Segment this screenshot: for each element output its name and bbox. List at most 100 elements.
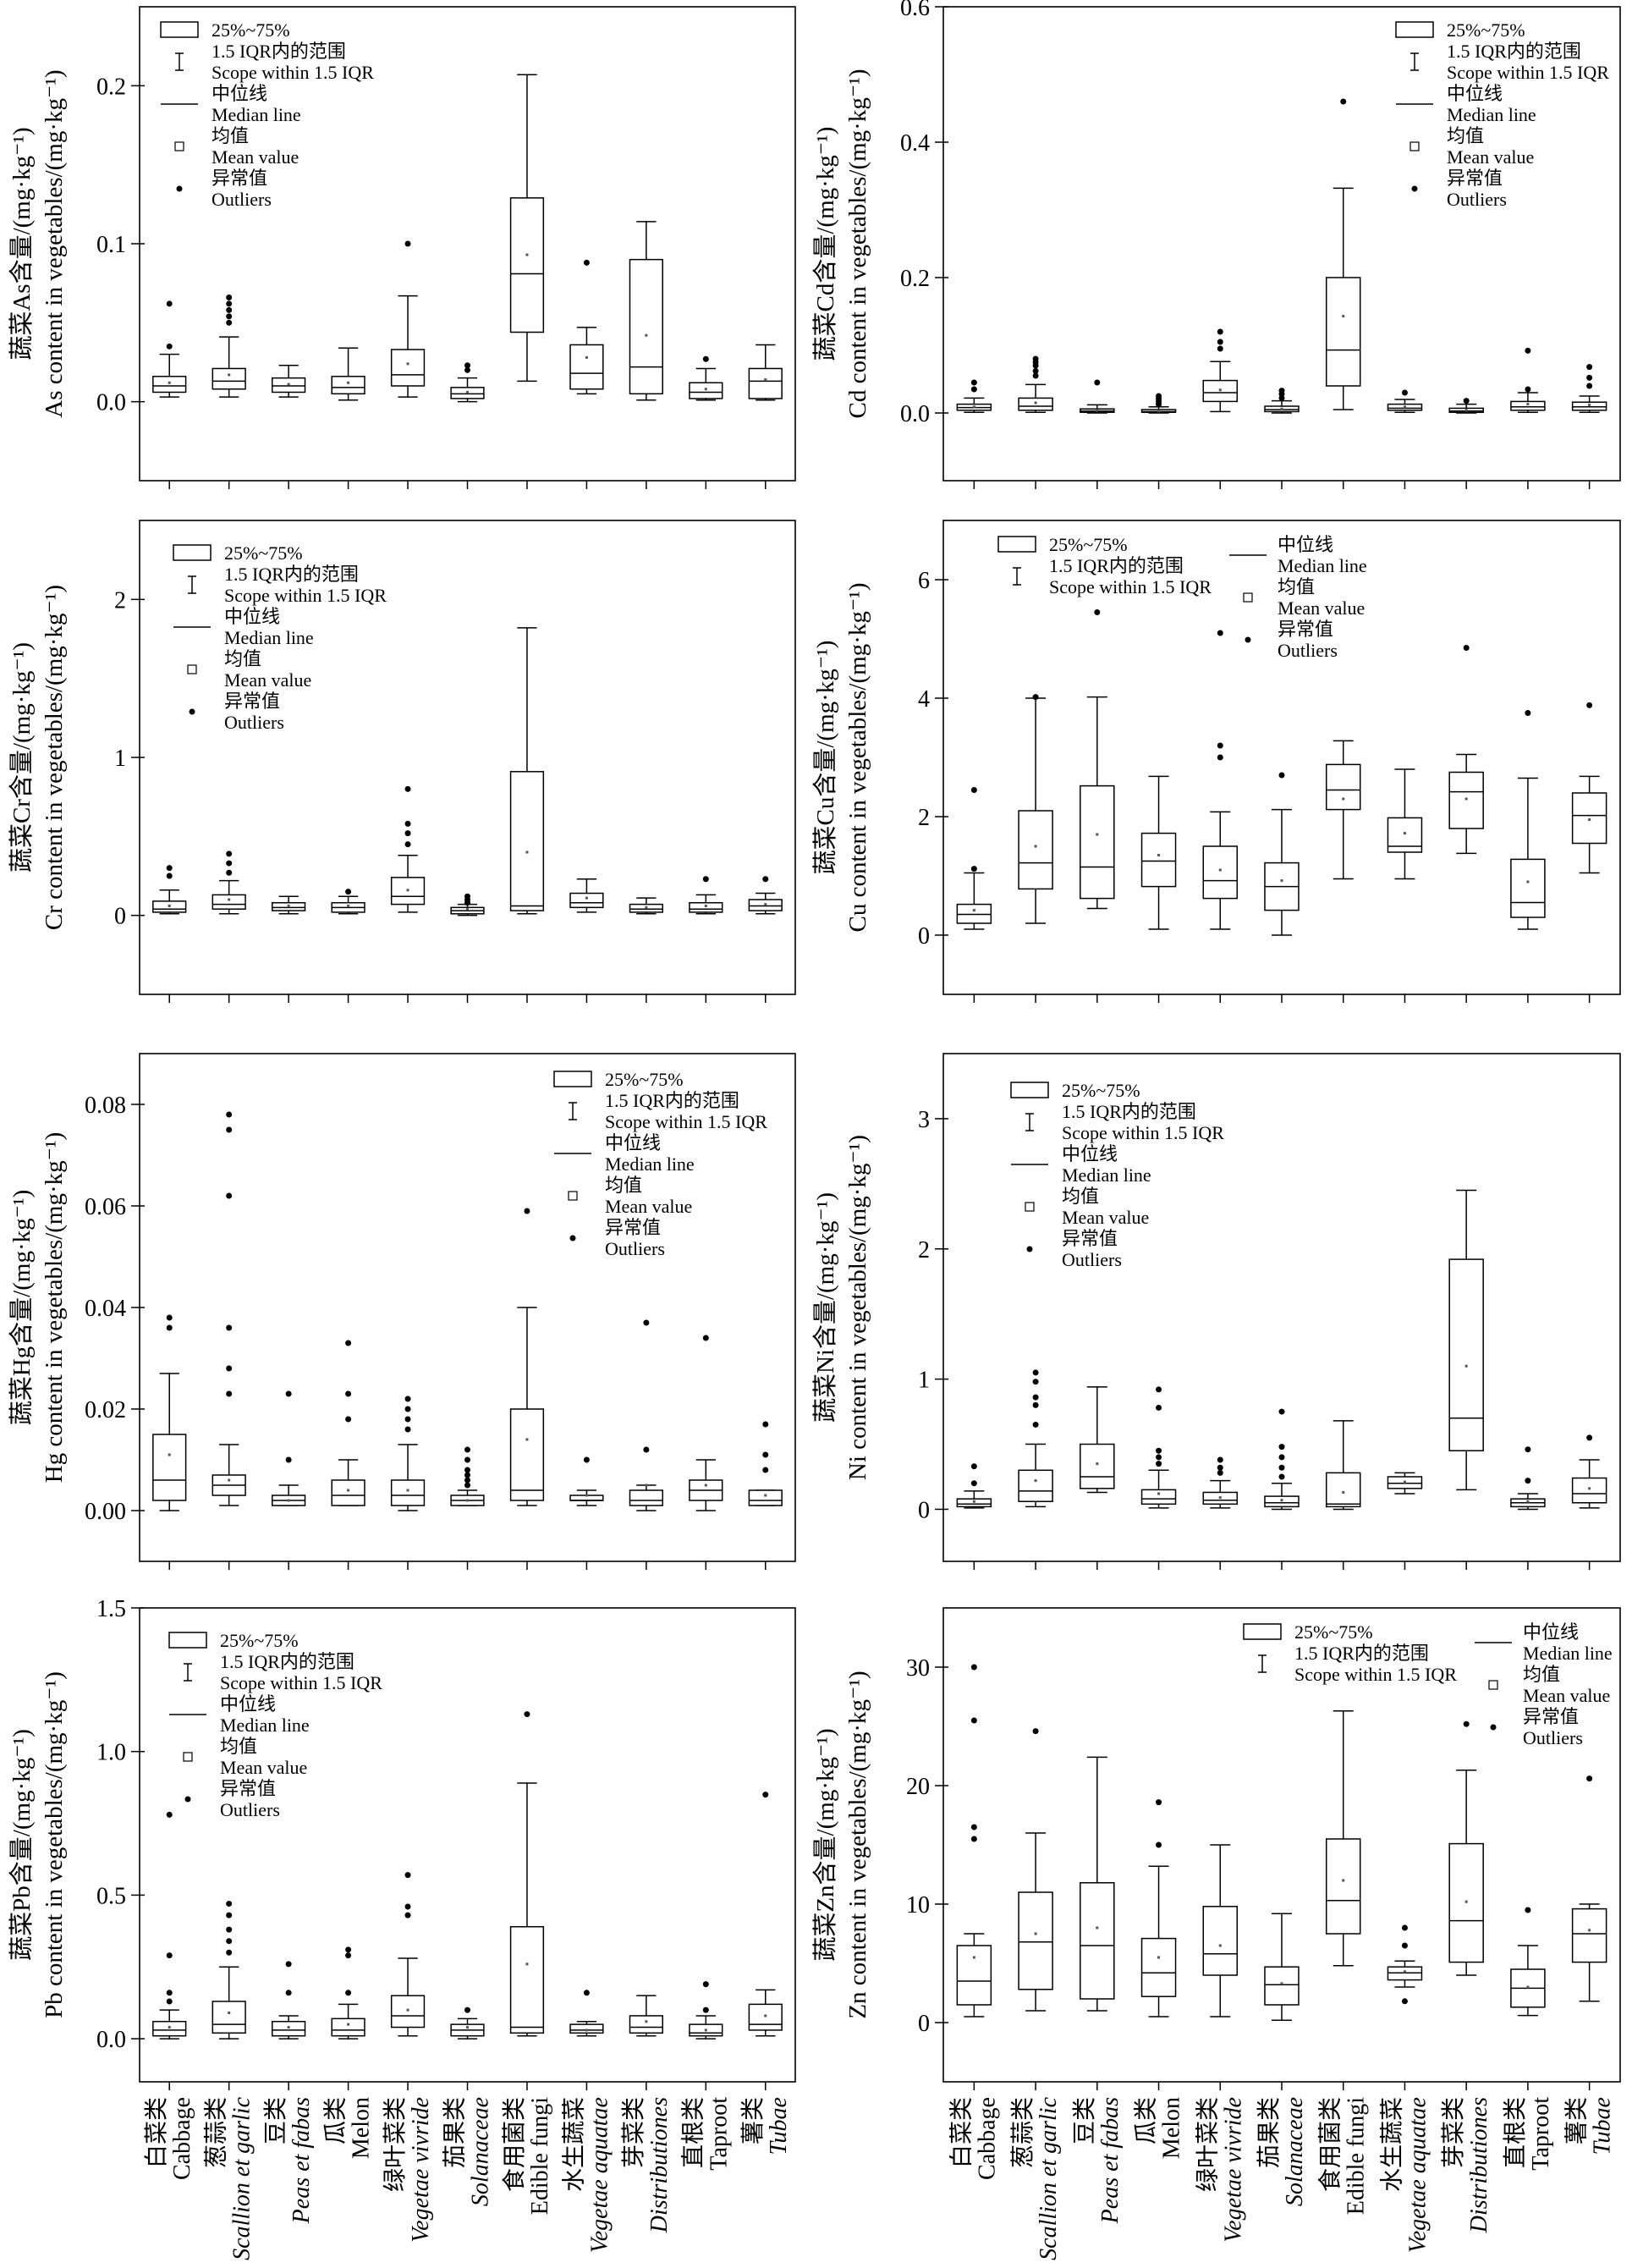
iqr-box (1140, 832, 1177, 888)
box-6 (450, 362, 485, 403)
mean-marker (1464, 409, 1468, 412)
mean-marker (704, 2029, 707, 2032)
mean-marker (347, 2023, 350, 2026)
category-label-zh: 食用菌类 (501, 2097, 528, 2192)
mean-marker (1218, 388, 1222, 392)
outlier-point (1586, 702, 1593, 708)
mean-marker (406, 1489, 409, 1492)
category-label-en: Distributiones (646, 2097, 673, 2233)
legend-outlier-symbol (569, 1235, 576, 1241)
outlier-point (226, 1111, 233, 1118)
iqr-box (956, 1498, 992, 1508)
box-1 (956, 787, 992, 930)
iqr-box (1325, 763, 1361, 811)
y-axis-label-zh: 蔬菜Hg含量/(mg·kg⁻¹) (8, 1190, 36, 1426)
category-label-en: Tubae (1590, 2097, 1616, 2155)
mean-marker (1526, 880, 1530, 884)
mean-marker (585, 1494, 588, 1497)
category-label-zh: 葱蒜类 (203, 2097, 230, 2168)
box-8 (569, 259, 604, 395)
category-label: 薯类 Tubae (739, 2097, 792, 2155)
iqr-box (1202, 1906, 1239, 1976)
y-tick-label: 0.04 (85, 1296, 126, 1322)
mean-marker (1403, 832, 1406, 835)
y-tick-label: 0.0 (900, 401, 930, 427)
mean-marker (347, 904, 350, 907)
iqr-box (1018, 1891, 1053, 1990)
outlier-point (226, 294, 233, 300)
outlier-point (1463, 398, 1470, 405)
outlier-point (226, 860, 233, 867)
mean-marker (1342, 315, 1345, 318)
mean-marker (1526, 1985, 1530, 1989)
outlier-point (1156, 393, 1162, 399)
mean-marker (1280, 1982, 1283, 1985)
legend-mean-symbol (568, 1191, 578, 1201)
outlier-point (1032, 1401, 1039, 1408)
mean-marker (1464, 797, 1468, 801)
mean-marker (704, 1484, 707, 1487)
outlier-point (1278, 388, 1285, 394)
outlier-point (762, 1451, 769, 1458)
box-1 (152, 300, 187, 398)
legend-label: 1.5 IQR内的范围 (1049, 555, 1184, 576)
category-label-en: Peas et fabas (288, 2097, 315, 2224)
legend-label: 1.5 IQR内的范围 (605, 1090, 739, 1111)
outlier-point (1217, 345, 1223, 352)
mean-marker (764, 903, 767, 906)
y-tick-label: 2 (114, 587, 126, 614)
mean-marker (972, 405, 975, 409)
box-2 (1018, 1369, 1053, 1508)
legend-box-symbol (1395, 21, 1434, 38)
iqr-box (629, 2015, 663, 2034)
box-6 (1264, 1408, 1300, 1511)
legend-label: Outliers (1447, 189, 1507, 210)
legend-label: Outliers (224, 712, 284, 733)
legend-box-symbol (553, 1071, 592, 1087)
mean-marker (1464, 1900, 1468, 1903)
outlier-point (404, 785, 411, 792)
box-3 (272, 1390, 306, 1506)
mean-marker (1280, 407, 1283, 410)
mean-marker (347, 381, 350, 384)
mean-marker (1280, 879, 1283, 883)
mean-marker (466, 907, 469, 911)
outlier-point (1525, 1907, 1531, 1913)
mean-marker (645, 906, 648, 909)
outlier-point (1525, 1478, 1531, 1484)
mean-marker (406, 889, 409, 892)
outlier-point (404, 1912, 411, 1918)
legend-label: Scope within 1.5 IQR (1294, 1664, 1457, 1685)
legend-label: 异常值 (212, 168, 267, 189)
iqr-box (331, 1479, 365, 1506)
outlier-point (1463, 1720, 1470, 1727)
mean-marker (287, 2026, 290, 2029)
box-11 (1571, 1434, 1607, 1509)
category-label: 豆类 Peas et fabas (262, 2097, 315, 2224)
outlier-point (583, 259, 590, 266)
outlier-point (643, 1446, 650, 1453)
category-label-zh: 食用菌类 (1317, 2097, 1344, 2192)
mean-marker (406, 362, 409, 366)
mean-marker (228, 373, 231, 377)
outlier-point (1586, 374, 1593, 381)
outlier-point (166, 1811, 173, 1818)
outlier-point (762, 1421, 769, 1428)
outlier-point (404, 820, 411, 827)
mean-marker (972, 1500, 975, 1503)
legend-box-symbol (997, 536, 1036, 553)
iqr-box (1018, 1469, 1053, 1502)
mean-marker (1096, 833, 1099, 836)
outlier-point (1032, 367, 1039, 374)
category-label-zh: 葱蒜类 (1009, 2097, 1036, 2168)
box-4 (331, 347, 365, 401)
legend-label: 1.5 IQR内的范围 (1294, 1643, 1429, 1664)
legend-label: 均值 (1447, 125, 1484, 146)
category-label-zh: 茄果类 (442, 2097, 469, 2168)
box-10 (1510, 1446, 1546, 1511)
legend-label: Outliers (220, 1799, 280, 1820)
mean-marker (466, 1499, 469, 1502)
mean-marker (1157, 1956, 1161, 1959)
iqr-box (1448, 771, 1484, 829)
